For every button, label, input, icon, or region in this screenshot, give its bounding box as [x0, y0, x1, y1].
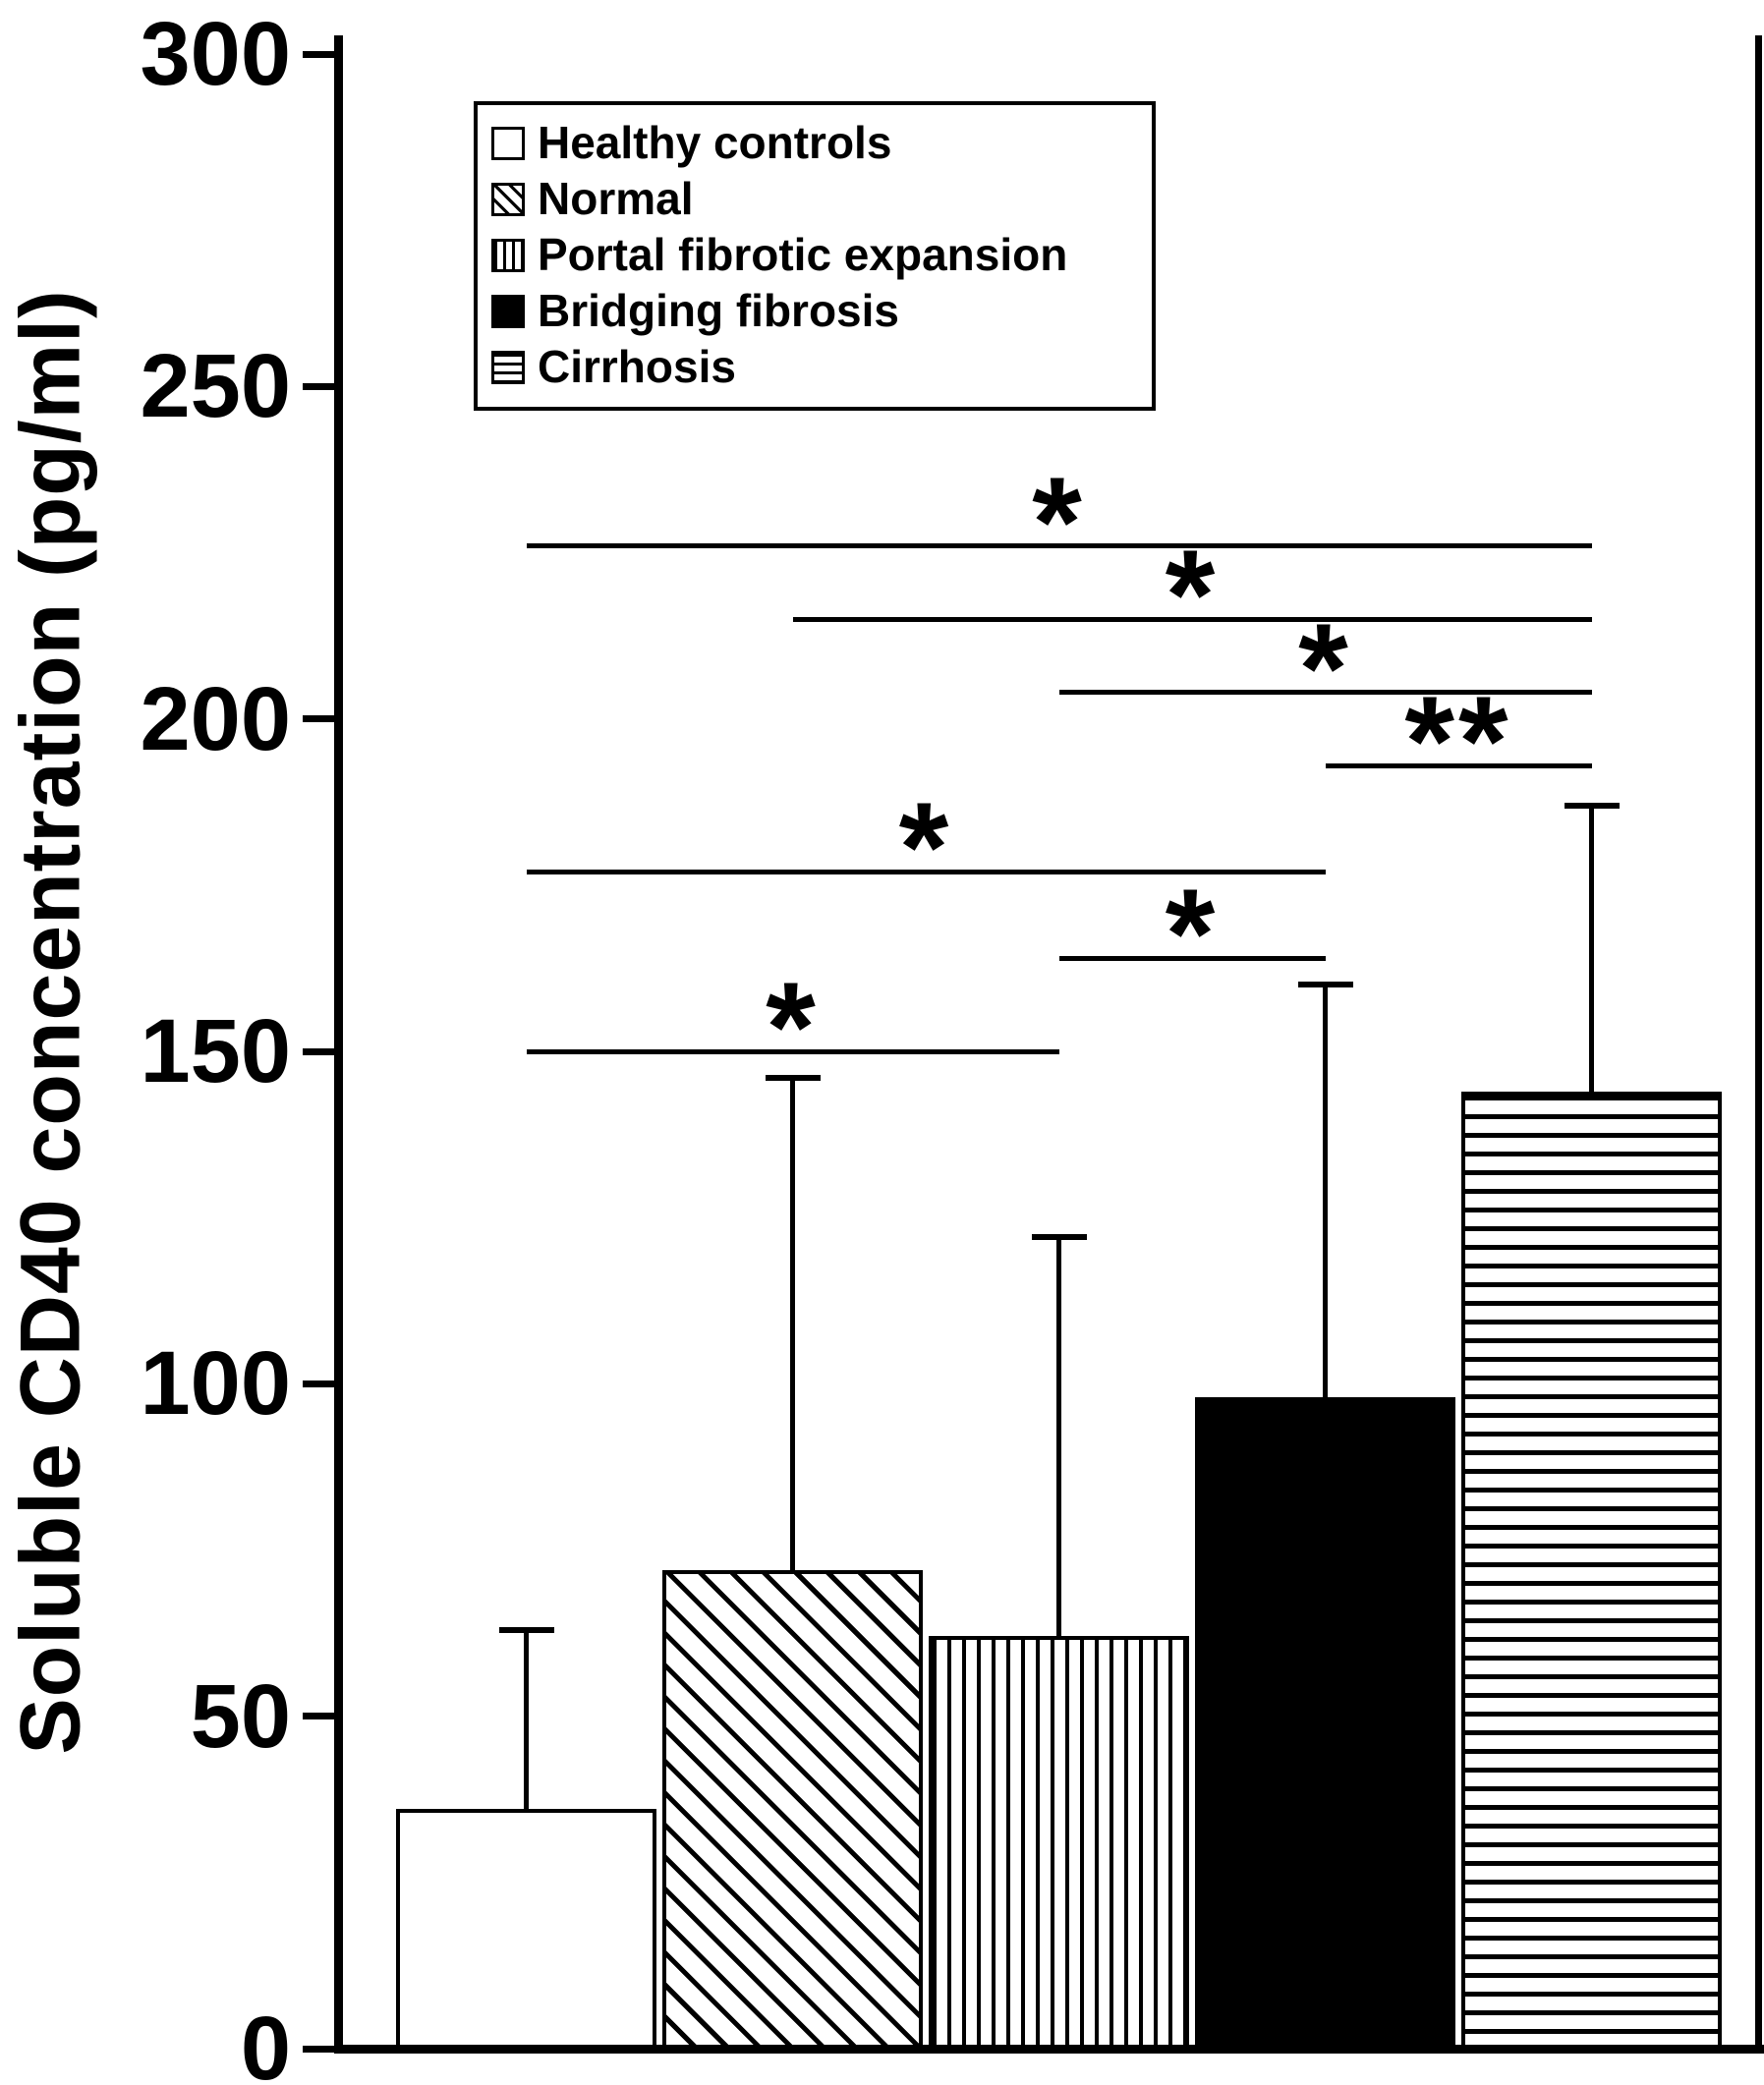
significance-asterisk: *: [1032, 449, 1086, 593]
error-bar: [790, 1078, 795, 1570]
y-tick-label: 0: [240, 1999, 291, 2085]
x-axis-line: [334, 2045, 1764, 2054]
error-bar-cap: [1031, 1234, 1087, 1241]
error-bar-cap: [765, 1075, 821, 1082]
significance-line: [526, 869, 1326, 874]
legend-swatch: [491, 350, 525, 384]
legend-item-normal: Normal: [491, 171, 1142, 227]
error-bar-cap: [1564, 802, 1620, 809]
legend-item-bridging-fibrosis: Bridging fibrosis: [491, 283, 1142, 339]
y-tick: [303, 382, 335, 390]
bar-portal-fibrotic-expansion: [929, 1636, 1189, 2051]
legend-item-healthy-controls: Healthy controls: [491, 115, 1142, 171]
legend-item-cirrhosis: Cirrhosis: [491, 339, 1142, 395]
error-bar: [1056, 1237, 1061, 1637]
bar-bridging-fibrosis: [1195, 1396, 1455, 2051]
significance-line: [526, 1048, 1059, 1054]
error-bar-cap: [1297, 982, 1353, 988]
legend: Healthy controls Normal Portal fibrotic ex…: [474, 101, 1156, 411]
legend-swatch: [491, 182, 525, 216]
significance-line: [1325, 762, 1592, 768]
y-tick-label: 50: [190, 1665, 291, 1767]
y-tick-label: 100: [140, 1333, 292, 1435]
legend-label: Cirrhosis: [538, 341, 736, 392]
error-bar: [1589, 805, 1594, 1092]
significance-line: [1058, 955, 1326, 961]
significance-asterisk: *: [1165, 862, 1220, 1006]
significance-asterisk: *: [766, 955, 820, 1099]
legend-label: Normal: [538, 173, 694, 224]
legend-label: Healthy controls: [538, 117, 892, 168]
error-bar: [524, 1629, 529, 1810]
significance-line: [1058, 690, 1592, 696]
y-tick: [303, 1713, 335, 1720]
legend-label: Bridging fibrosis: [538, 285, 899, 336]
y-tick: [303, 2045, 335, 2053]
legend-label: Portal fibrotic expansion: [538, 229, 1068, 280]
legend-swatch: [491, 294, 525, 328]
significance-asterisk: *: [898, 775, 953, 920]
y-tick-label: 150: [140, 1001, 292, 1101]
y-axis-line: [334, 35, 343, 2054]
bar-cirrhosis: [1461, 1091, 1722, 2051]
significance-asterisk: *: [1165, 523, 1220, 667]
legend-swatch: [491, 238, 525, 272]
y-tick-label: 200: [140, 668, 292, 769]
legend-item-portal-fibrotic-expansion: Portal fibrotic expansion: [491, 227, 1142, 283]
y-tick: [303, 715, 335, 723]
significance-line: [792, 616, 1592, 622]
y-tick: [303, 50, 335, 58]
right-frame-line: [1755, 35, 1762, 2049]
error-bar: [1323, 985, 1328, 1397]
error-bar-cap: [498, 1626, 554, 1633]
significance-asterisk: *: [1298, 595, 1352, 740]
y-tick: [303, 1380, 335, 1387]
significance-line: [526, 543, 1592, 549]
y-tick: [303, 1047, 335, 1055]
bar-normal: [662, 1569, 923, 2051]
legend-swatch: [491, 126, 525, 160]
y-tick-label: 250: [140, 336, 292, 437]
bar-healthy-controls: [396, 1809, 656, 2051]
significance-asterisk: **: [1404, 669, 1512, 814]
y-tick-label: 300: [140, 4, 292, 104]
